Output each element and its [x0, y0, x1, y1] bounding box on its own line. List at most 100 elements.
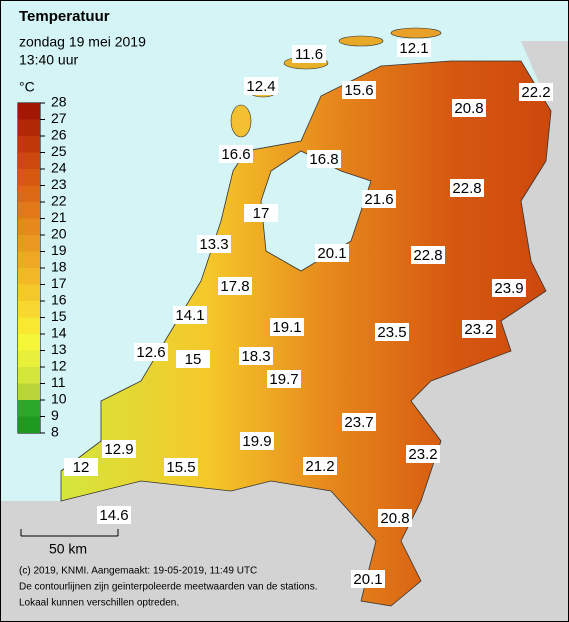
station-box — [307, 150, 341, 168]
legend-tick-label: 28 — [51, 94, 67, 110]
legend-swatch — [18, 383, 40, 400]
station-value: 18.3 — [241, 348, 270, 365]
legend-tick-label: 20 — [51, 226, 67, 242]
station-value: 12 — [73, 459, 90, 476]
legend-swatch — [18, 268, 40, 285]
legend-swatch — [18, 136, 40, 153]
station-box — [406, 445, 440, 463]
station-value: 16.8 — [309, 151, 338, 168]
station-box — [303, 457, 337, 475]
station-box — [342, 413, 376, 431]
station-value: 19.9 — [242, 433, 271, 450]
legend-tick-label: 10 — [51, 391, 67, 407]
station-box — [97, 506, 131, 524]
station-value: 19.1 — [272, 319, 301, 336]
scale-label: 50 km — [49, 541, 87, 557]
station-value: 12.9 — [104, 441, 133, 458]
station-box — [351, 570, 385, 588]
island — [338, 35, 384, 47]
station-value: 13.3 — [199, 236, 228, 253]
legend-swatch — [18, 367, 40, 384]
station-value: 21.6 — [364, 191, 393, 208]
date: zondag 19 mei 2019 — [19, 34, 146, 50]
station-box — [64, 458, 98, 476]
legend-swatch — [18, 185, 40, 202]
legend-swatch — [18, 119, 40, 136]
island — [230, 104, 252, 138]
legend-tick-label: 16 — [51, 292, 67, 308]
station-box — [218, 277, 252, 295]
station-value: 12.1 — [399, 40, 428, 57]
station-box — [239, 347, 273, 365]
legend-swatch — [18, 416, 40, 433]
legend-tick-label: 26 — [51, 127, 67, 143]
station-value: 20.8 — [380, 510, 409, 527]
legend-tick-label: 8 — [51, 424, 59, 440]
station-box — [173, 306, 207, 324]
station-box — [375, 323, 409, 341]
legend-swatch — [18, 218, 40, 235]
station-value: 23.9 — [494, 280, 523, 297]
station-box — [362, 190, 396, 208]
legend-swatch — [18, 202, 40, 219]
footer-line: De contourlijnen zijn geinterpoleerde me… — [19, 582, 318, 593]
legend-swatch — [18, 317, 40, 334]
title: Temperatuur — [19, 8, 110, 25]
station-value: 23.5 — [377, 324, 406, 341]
station-value: 23.2 — [408, 446, 437, 463]
legend-tick-label: 11 — [51, 374, 66, 390]
station-box — [244, 77, 278, 95]
footer-line: (c) 2019, KNMI. Aangemaakt: 19-05-2019, … — [19, 566, 257, 577]
station-value: 23.2 — [464, 321, 493, 338]
station-box — [378, 509, 412, 527]
station-value: 11.6 — [295, 46, 323, 63]
station-box — [134, 343, 168, 361]
legend-tick-label: 12 — [51, 358, 67, 374]
station-box — [197, 235, 231, 253]
legend-tick-label: 24 — [51, 160, 67, 176]
station-value: 17.8 — [220, 278, 249, 295]
station-box — [462, 320, 496, 338]
station-value: 23.7 — [344, 414, 373, 431]
station-box — [244, 204, 278, 222]
station-value: 21.2 — [305, 458, 334, 475]
legend-tick-label: 22 — [51, 193, 67, 209]
neighbour-land — [1, 41, 568, 621]
station-box — [519, 83, 553, 101]
legend-tick-label: 23 — [51, 176, 67, 192]
station-box — [267, 370, 301, 388]
station-value: 14.1 — [175, 307, 204, 324]
station-value: 22.8 — [413, 247, 442, 264]
legend-tick-label: 13 — [51, 341, 67, 357]
station-value: 17 — [253, 205, 270, 222]
station-value: 22.2 — [521, 84, 550, 101]
station-value: 15.6 — [344, 82, 373, 99]
footer-line: Lokaal kunnen verschillen optreden. — [19, 598, 179, 609]
station-value: 15.5 — [166, 459, 195, 476]
legend-swatch — [18, 284, 40, 301]
station-box — [164, 458, 198, 476]
station-value: 20.8 — [454, 100, 483, 117]
legend-tick-label: 18 — [51, 259, 67, 275]
legend-swatch — [18, 251, 40, 268]
island — [390, 27, 442, 39]
legend-swatch — [18, 103, 40, 120]
station-value: 15 — [185, 351, 202, 368]
legend-tick-label: 9 — [51, 407, 59, 423]
legend-tick-label: 27 — [51, 110, 67, 126]
station-box — [219, 145, 253, 163]
legend-swatch — [18, 334, 40, 351]
station-box — [270, 318, 304, 336]
station-box — [411, 246, 445, 264]
legend-swatch — [18, 400, 40, 417]
legend-tick-label: 19 — [51, 242, 67, 258]
station-box — [397, 39, 431, 57]
station-value: 12.6 — [136, 344, 165, 361]
legend-tick-label: 14 — [51, 325, 67, 341]
station-value: 22.8 — [452, 180, 481, 197]
legend-swatch — [18, 169, 40, 186]
station-box — [240, 432, 274, 450]
station-box — [492, 279, 526, 297]
legend-swatch — [18, 301, 40, 318]
